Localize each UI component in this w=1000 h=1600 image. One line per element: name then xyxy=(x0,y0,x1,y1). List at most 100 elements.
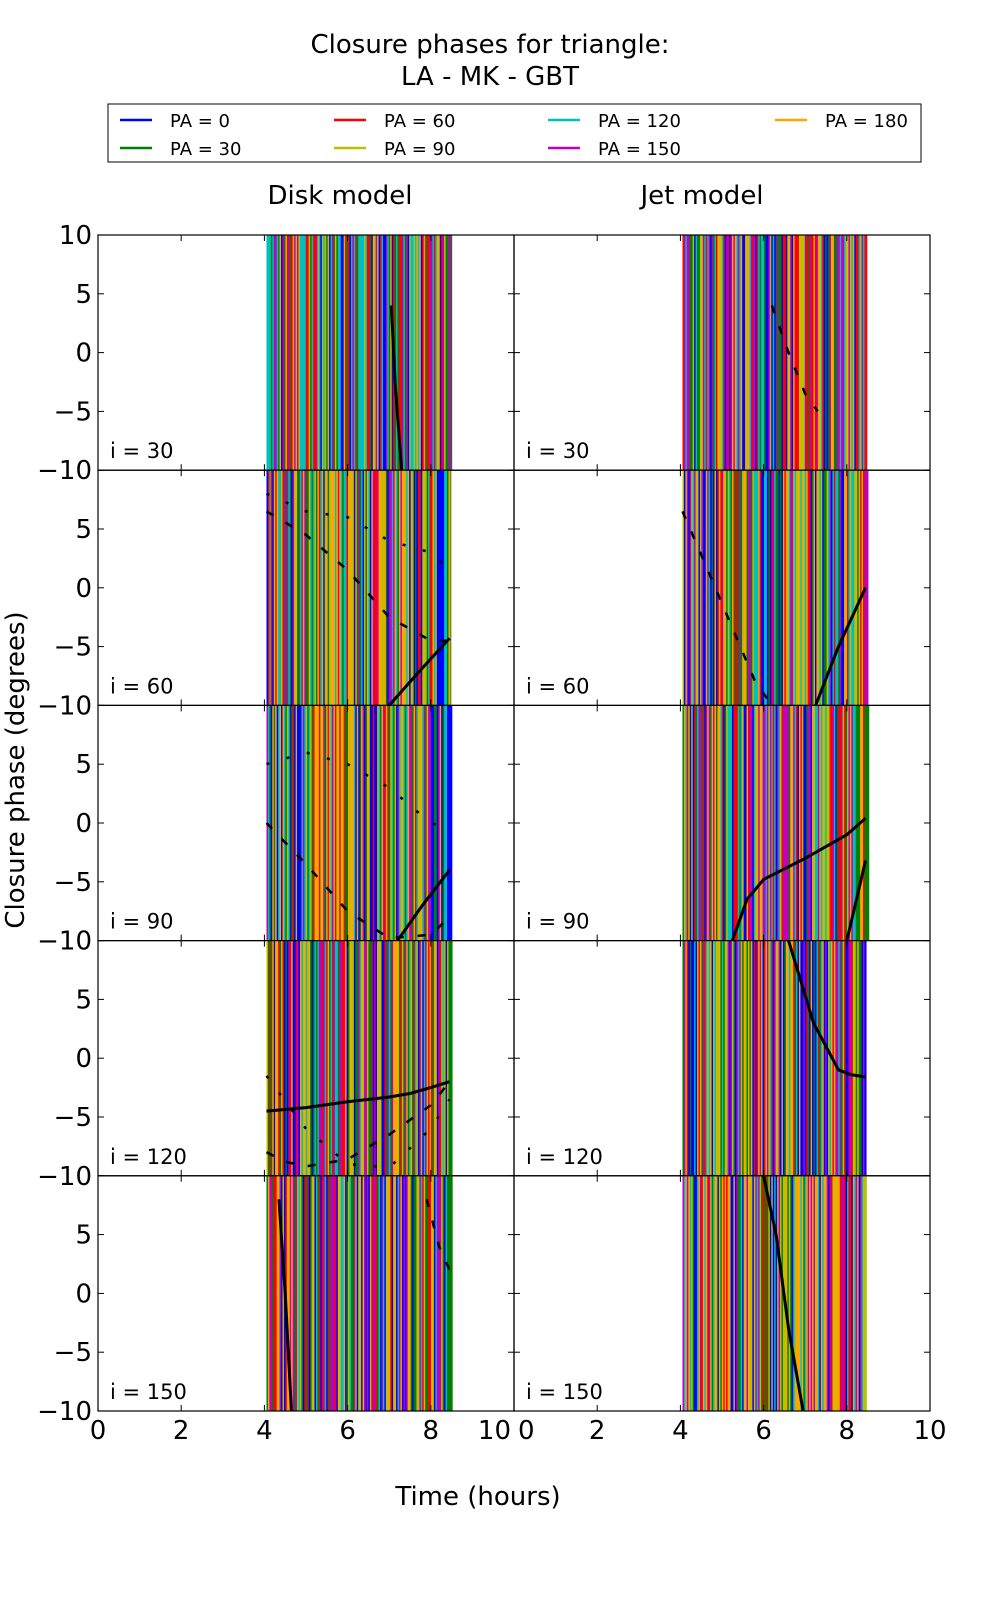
panel-1-0: i = 30 xyxy=(513,234,931,471)
data-stripe xyxy=(774,705,776,941)
data-stripe xyxy=(855,235,858,471)
data-stripe xyxy=(718,470,722,706)
panel-inclination-label: i = 150 xyxy=(526,1380,603,1404)
data-stripe xyxy=(842,1175,845,1411)
data-stripe xyxy=(794,470,797,706)
data-stripe xyxy=(816,1175,820,1411)
data-stripe xyxy=(714,470,718,706)
data-stripe xyxy=(766,235,770,471)
data-stripe xyxy=(765,1175,769,1411)
panel-inclination-label: i = 150 xyxy=(110,1380,187,1404)
data-stripe xyxy=(398,705,401,941)
data-stripe xyxy=(423,235,426,471)
y-tick-label: 5 xyxy=(75,1221,92,1251)
data-stripe xyxy=(689,470,692,706)
data-stripe xyxy=(412,470,415,706)
data-stripe xyxy=(349,470,352,706)
y-tick-label: 5 xyxy=(75,985,92,1015)
data-stripe xyxy=(702,470,705,706)
data-stripe xyxy=(801,1175,805,1411)
data-stripe xyxy=(711,470,715,706)
data-stripe xyxy=(781,940,784,1176)
data-stripe xyxy=(289,705,292,941)
data-stripe xyxy=(318,940,321,1176)
data-stripe xyxy=(736,235,739,471)
data-stripe xyxy=(764,235,767,471)
data-stripe xyxy=(847,705,850,941)
data-stripe xyxy=(734,705,737,941)
data-stripe xyxy=(851,940,854,1176)
panel-inclination-label: i = 120 xyxy=(526,1145,603,1169)
data-stripe xyxy=(790,235,793,471)
data-stripe xyxy=(826,940,829,1176)
panel-0-0: 10 5 0 −5 −10 i = 30 xyxy=(37,221,515,486)
data-stripe xyxy=(701,235,704,471)
data-stripe xyxy=(704,705,706,941)
data-stripe xyxy=(772,470,776,706)
data-stripe xyxy=(785,940,789,1176)
data-stripe xyxy=(299,940,302,1176)
data-stripe xyxy=(793,705,795,941)
data-stripe xyxy=(727,1175,730,1411)
data-stripe xyxy=(764,705,766,941)
data-stripe xyxy=(278,470,281,706)
data-stripe xyxy=(329,705,331,941)
data-stripe xyxy=(858,470,861,706)
data-stripe xyxy=(438,940,440,1176)
data-stripe xyxy=(297,235,300,471)
legend-label: PA = 90 xyxy=(384,139,455,160)
data-stripe xyxy=(387,470,390,706)
data-stripe xyxy=(304,470,308,706)
data-stripe xyxy=(694,235,697,471)
legend-frame xyxy=(107,103,922,163)
panel-plot-area xyxy=(681,470,869,706)
data-stripe xyxy=(793,470,796,706)
data-stripe xyxy=(442,470,446,706)
data-stripe xyxy=(355,235,357,471)
data-stripe xyxy=(743,235,746,471)
data-stripe xyxy=(787,940,790,1176)
data-stripe xyxy=(695,470,698,706)
data-stripe xyxy=(384,705,387,941)
data-stripe xyxy=(332,470,334,706)
data-stripe xyxy=(448,940,453,1176)
panel-0-1: 5 0 −5 −10 i = 60 xyxy=(37,469,515,721)
data-stripe xyxy=(410,470,413,706)
panel-plot-area xyxy=(265,470,452,706)
y-tick-label: 0 xyxy=(75,1279,92,1309)
data-stripe xyxy=(307,470,311,706)
data-stripe xyxy=(816,705,820,941)
data-stripe xyxy=(352,940,356,1176)
data-stripe xyxy=(429,1175,432,1411)
data-stripe xyxy=(333,470,336,706)
data-stripe xyxy=(826,1175,829,1411)
data-stripe xyxy=(419,705,421,941)
chart-title-line2: LA - MK - GBT xyxy=(401,62,579,92)
data-stripe xyxy=(348,705,350,941)
data-stripe xyxy=(324,705,327,941)
data-stripe xyxy=(713,1175,715,1411)
panel-inclination-label: i = 60 xyxy=(526,674,590,698)
data-stripe xyxy=(697,470,700,706)
data-stripe xyxy=(292,470,295,706)
data-stripe xyxy=(444,470,446,706)
data-stripe xyxy=(308,235,311,471)
x-tick-label: 10 xyxy=(478,1416,511,1446)
data-stripe xyxy=(285,940,288,1176)
data-stripe xyxy=(342,235,345,471)
data-stripe xyxy=(356,1175,360,1411)
data-stripe xyxy=(432,470,435,706)
data-stripe xyxy=(762,705,766,941)
data-stripe xyxy=(689,235,692,471)
data-stripe xyxy=(378,470,382,706)
panel-plot-area xyxy=(265,705,453,941)
data-stripe xyxy=(797,705,801,941)
data-stripe xyxy=(339,705,342,941)
data-stripe xyxy=(301,470,304,706)
data-stripe xyxy=(695,1175,698,1411)
data-stripe xyxy=(791,470,794,706)
data-stripe xyxy=(350,1175,354,1411)
data-stripe xyxy=(283,470,287,706)
data-stripe xyxy=(724,1175,727,1411)
data-stripe xyxy=(372,470,376,706)
